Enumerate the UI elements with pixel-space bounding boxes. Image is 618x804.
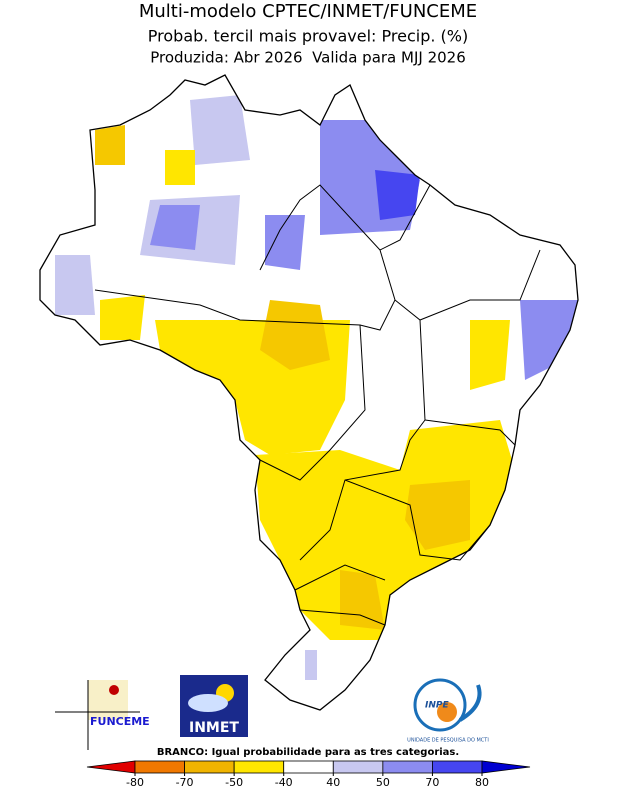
subtitle: Probab. tercil mais provavel: Precip. (%…: [148, 27, 468, 46]
inpe-text: INPE: [425, 701, 449, 711]
funceme-logo: FUNCEME: [55, 680, 150, 750]
colorbar: -80 -70 -50 -40 40 50 70 80: [86, 760, 531, 789]
inpe-caption: UNIDADE DE PESQUISA DO MCTI: [407, 738, 489, 744]
colorbar-segment: [283, 760, 334, 774]
colorbar-tip: [481, 760, 531, 774]
colorbar-segment: [184, 760, 235, 774]
funceme-text: FUNCEME: [90, 715, 150, 728]
inpe-logo: INPE UNIDADE DE PESQUISA DO MCTI: [407, 678, 489, 744]
colorbar-tick-label: -40: [275, 776, 293, 789]
title: Multi-modelo CPTEC/INMET/FUNCEME: [139, 1, 477, 22]
inmet-text: INMET: [189, 720, 239, 736]
colorbar-segment: [134, 760, 185, 774]
colorbar-tick-label: -80: [126, 776, 144, 789]
colorbar-tick-label: -70: [176, 776, 194, 789]
colorbar-segment: [332, 760, 384, 774]
colorbar-tick-label: 70: [425, 776, 439, 789]
colorbar-tip: [86, 760, 136, 774]
colorbar-tick-label: -50: [225, 776, 243, 789]
legend-note: BRANCO: Igual probabilidade para as tres…: [157, 747, 459, 758]
colorbar-segment: [432, 760, 483, 774]
colorbar-tick-label: 80: [475, 776, 489, 789]
state-borders: [94, 184, 541, 626]
colorbar-tick-label: 40: [326, 776, 340, 789]
period: Produzida: Abr 2026 Valida para MJJ 2026: [150, 49, 466, 67]
colorbar-segment: [233, 760, 285, 774]
inmet-logo: INMET: [180, 675, 248, 737]
colorbar-tick-label: 50: [376, 776, 390, 789]
colorbar-segment: [382, 760, 433, 774]
